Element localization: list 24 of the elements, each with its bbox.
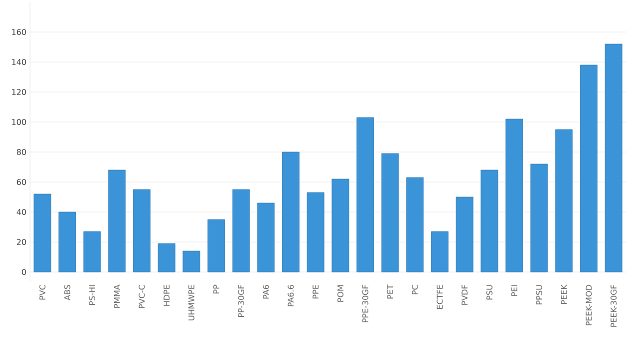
bar (580, 64, 598, 272)
bar (133, 189, 150, 272)
bar (604, 44, 622, 272)
bar (480, 170, 498, 272)
bar (406, 177, 424, 272)
bar (506, 118, 523, 272)
bar (356, 117, 374, 272)
bar (83, 231, 101, 272)
bar (158, 243, 176, 272)
bar (58, 212, 76, 272)
bar (456, 196, 474, 272)
bar (530, 164, 548, 272)
bar (431, 231, 448, 272)
bar (555, 129, 573, 272)
bar (381, 153, 399, 272)
bar (208, 219, 225, 272)
bar (182, 250, 200, 272)
bar (306, 192, 324, 272)
bar (332, 178, 350, 272)
bar (232, 189, 250, 272)
bar (34, 194, 52, 272)
bar (257, 202, 275, 272)
bar (282, 152, 300, 272)
bar (108, 170, 126, 272)
